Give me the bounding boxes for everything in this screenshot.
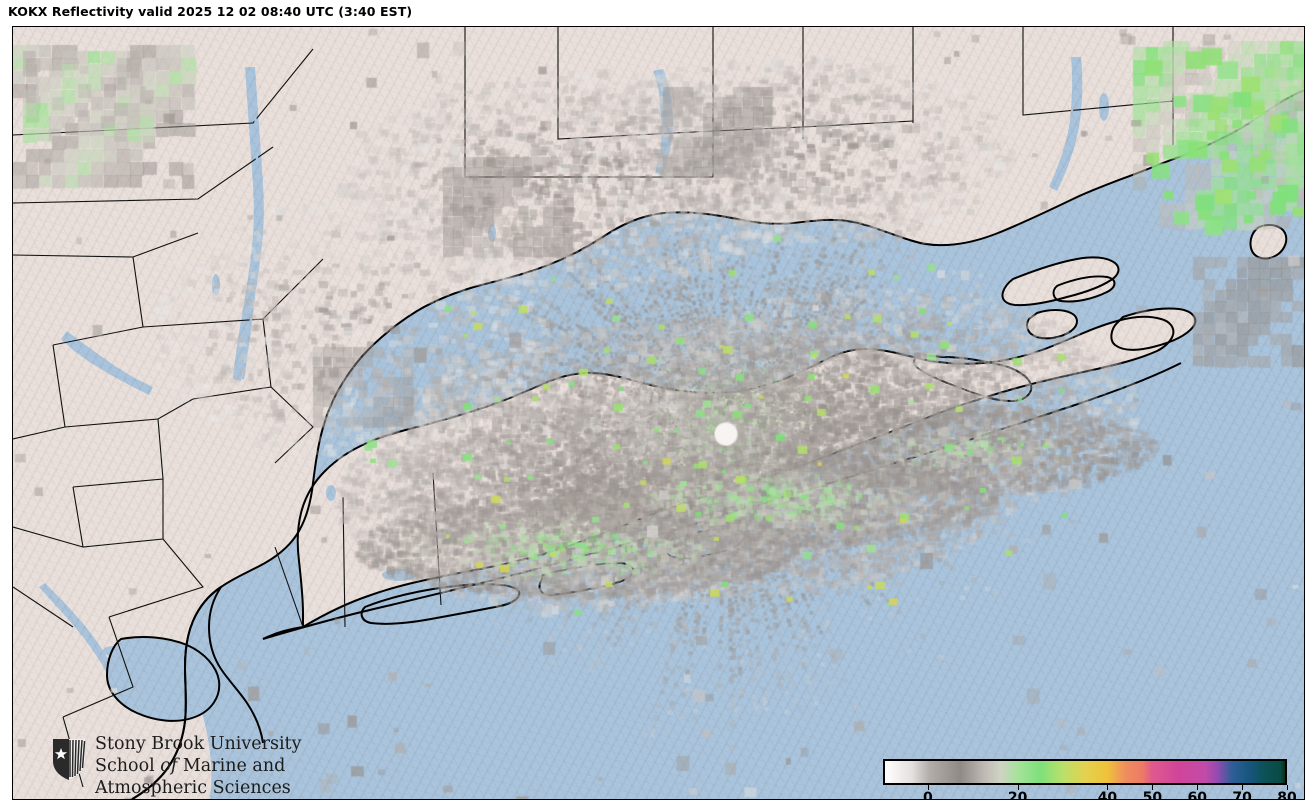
colorbar: 0 20 40 50 60 70 80 bbox=[873, 752, 1298, 799]
colorbar-tick-20 bbox=[1017, 785, 1019, 790]
radar-reflectivity-layer bbox=[13, 27, 1304, 799]
sbu-logo: Stony Brook University School of Marine … bbox=[51, 733, 301, 799]
sbu-logo-text: Stony Brook University School of Marine … bbox=[95, 733, 301, 799]
colorbar-gradient-frame bbox=[883, 759, 1287, 785]
colorbar-ticks: 0 20 40 50 60 70 80 bbox=[883, 785, 1297, 799]
logo-line-2-b: Marine and bbox=[177, 756, 286, 776]
map-frame[interactable]: Stony Brook University School of Marine … bbox=[12, 26, 1305, 800]
colorbar-label-40: 40 bbox=[1097, 790, 1118, 799]
map-canvas: Stony Brook University School of Marine … bbox=[13, 27, 1304, 799]
logo-line-1: Stony Brook University bbox=[95, 734, 302, 754]
logo-line-3: Atmospheric Sciences bbox=[95, 778, 291, 798]
colorbar-tick-80 bbox=[1287, 785, 1288, 790]
colorbar-label-80: 80 bbox=[1277, 790, 1297, 799]
colorbar-tick-60 bbox=[1197, 785, 1199, 790]
page-title: KOKX Reflectivity valid 2025 12 02 08:40… bbox=[8, 4, 413, 19]
colorbar-tick-0 bbox=[927, 785, 929, 790]
colorbar-label-70: 70 bbox=[1232, 790, 1252, 799]
colorbar-label-50: 50 bbox=[1142, 790, 1163, 799]
logo-line-2: School of Marine and bbox=[95, 755, 301, 777]
colorbar-tick-70 bbox=[1242, 785, 1244, 790]
logo-line-2-a: School bbox=[95, 756, 161, 776]
colorbar-tick-40 bbox=[1107, 785, 1109, 790]
stony-brook-shield-icon bbox=[53, 739, 86, 780]
logo-line-2-em: of bbox=[160, 756, 178, 776]
colorbar-label-60: 60 bbox=[1187, 790, 1207, 799]
colorbar-gradient bbox=[885, 761, 1285, 783]
colorbar-label-0: 0 bbox=[923, 790, 933, 799]
colorbar-label-20: 20 bbox=[1007, 790, 1028, 799]
colorbar-tick-50 bbox=[1152, 785, 1154, 790]
